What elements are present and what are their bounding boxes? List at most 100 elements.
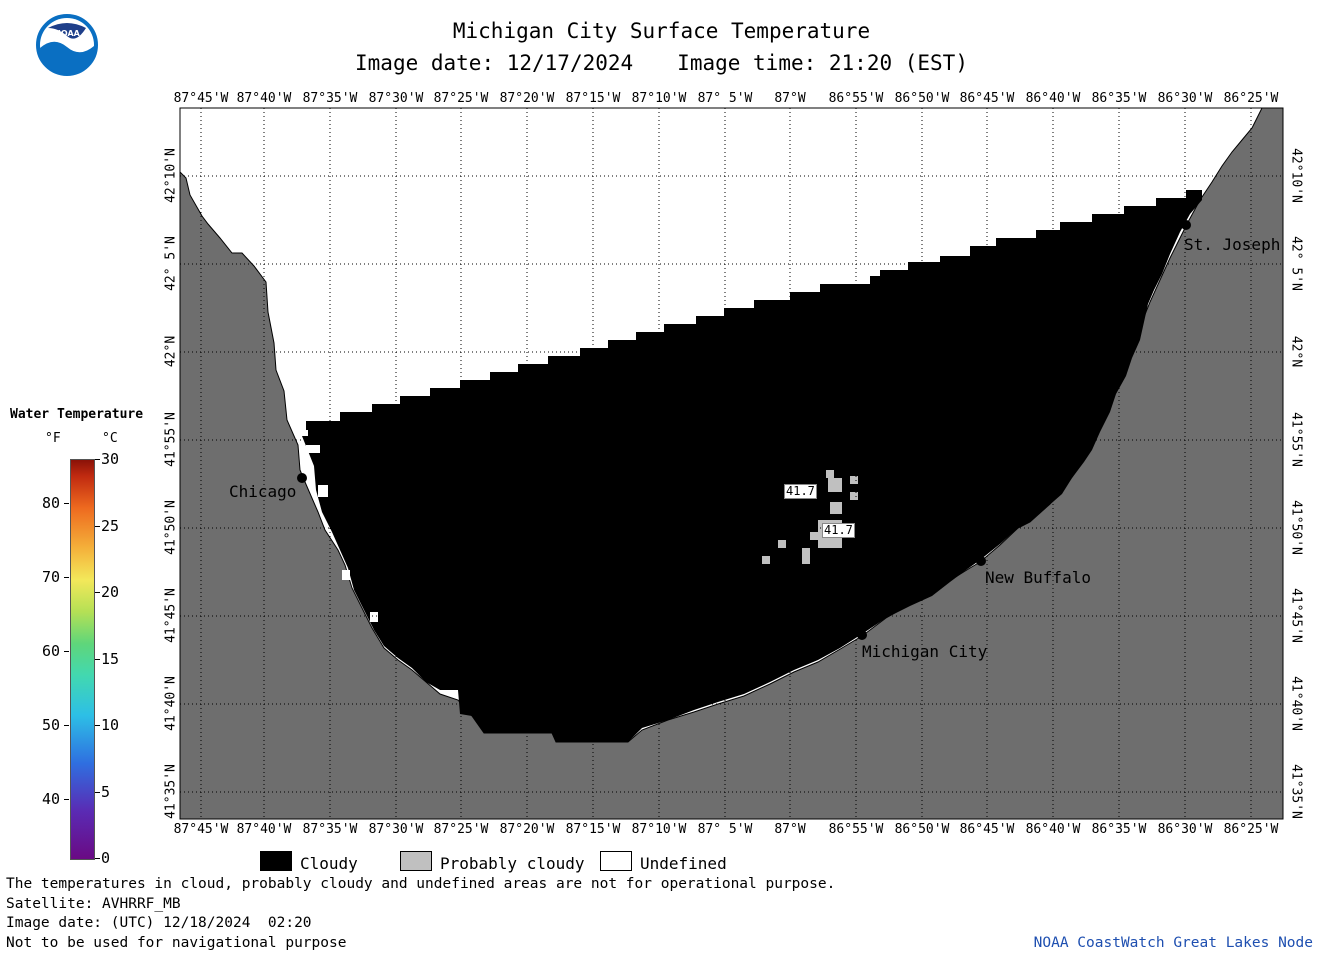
undefined-pixel — [306, 445, 320, 453]
logo-text: NOAA — [54, 29, 80, 38]
right-latitude-label: 41°45'N — [1288, 588, 1304, 643]
left-latitude-label: 42°N — [163, 335, 179, 368]
right-latitude-label: 41°50'N — [1288, 500, 1304, 555]
image-date: Image date: 12/17/2024 — [355, 51, 634, 75]
bottom-longitude-label: 87°W — [774, 822, 806, 837]
bottom-longitude-label: 86°50'W — [894, 822, 950, 837]
credit-text: NOAA CoastWatch Great Lakes Node — [1033, 935, 1313, 951]
chicago-marker — [297, 473, 307, 483]
bottom-longitude-label: 87°30'W — [368, 822, 424, 837]
top-longitude-label: 87°10'W — [631, 91, 687, 106]
celsius-tick-mark — [95, 525, 100, 527]
bottom-longitude-label: 86°30'W — [1157, 822, 1213, 837]
celsius-tick-label: 20 — [101, 583, 120, 601]
celsius-tick-label: 10 — [101, 716, 120, 734]
temperature-label: 41.7 — [822, 523, 855, 538]
bottom-longitude-label: 87°20'W — [499, 822, 555, 837]
top-longitude-label: 86°30'W — [1157, 91, 1213, 106]
st-joseph-marker — [1181, 220, 1191, 230]
top-longitude-label: 86°40'W — [1025, 91, 1081, 106]
top-longitude-label: 86°35'W — [1091, 91, 1147, 106]
noaa-logo: NOAA — [36, 14, 98, 76]
right-latitude-label: 42° 5'N — [1288, 236, 1304, 291]
left-latitude-label: 42° 5'N — [163, 236, 179, 291]
celsius-tick-mark — [95, 658, 100, 660]
fahrenheit-tick-mark — [64, 503, 69, 505]
bottom-longitude-label: 87°10'W — [631, 822, 687, 837]
undefined-pixel — [370, 612, 378, 622]
bottom-longitude-label: 87°45'W — [173, 822, 229, 837]
city-label-chicago: Chicago — [229, 482, 297, 501]
legend-title: Water Temperature — [10, 407, 144, 422]
left-latitude-label: 41°45'N — [163, 588, 179, 643]
satellite-text: Satellite: AVHRRF_MB — [6, 896, 181, 912]
bottom-longitude-label: 87° 5'W — [697, 822, 753, 837]
city-label-st-joseph: St. Joseph — [1184, 235, 1281, 254]
right-latitude-label: 41°35'N — [1288, 764, 1304, 819]
cloudy-swatch — [260, 851, 292, 871]
left-latitude-label: 42°10'N — [163, 148, 179, 203]
undefined-pixel — [318, 485, 328, 497]
right-latitude-label: 42°10'N — [1288, 148, 1304, 203]
top-longitude-label: 87°30'W — [368, 91, 424, 106]
celsius-tick-mark — [95, 791, 100, 793]
fahrenheit-tick-mark — [64, 798, 69, 800]
top-longitude-label: 87°40'W — [236, 91, 292, 106]
bottom-longitude-label: 86°45'W — [959, 822, 1015, 837]
top-longitude-label: 87°15'W — [565, 91, 621, 106]
bottom-longitude-label: 86°55'W — [828, 822, 884, 837]
navigation-warning: Not to be used for navigational purpose — [6, 935, 347, 951]
bottom-longitude-label: 87°35'W — [302, 822, 358, 837]
celsius-tick-mark — [95, 858, 100, 859]
image-time: Image time: 21:20 (EST) — [677, 51, 968, 75]
fahrenheit-tick-mark — [64, 577, 69, 579]
undefined-swatch — [600, 851, 632, 871]
temperature-colorbar — [70, 459, 95, 860]
bottom-longitude-label: 86°25'W — [1223, 822, 1279, 837]
temperature-label: 41.7 — [784, 484, 817, 499]
probably-cloudy-label: Probably cloudy — [440, 854, 585, 873]
fahrenheit-tick-label: 80 — [41, 494, 60, 513]
fahrenheit-tick-mark — [64, 725, 69, 726]
top-longitude-label: 86°45'W — [959, 91, 1015, 106]
michigan-city-marker — [857, 630, 867, 640]
fahrenheit-tick-label: 50 — [41, 716, 60, 734]
top-longitude-label: 87° 5'W — [697, 91, 753, 106]
celsius-tick-label: 25 — [101, 516, 120, 535]
legend-unit-c: °C — [102, 431, 118, 446]
celsius-tick-label: 0 — [101, 849, 111, 867]
fahrenheit-tick-label: 40 — [41, 789, 60, 808]
left-latitude-label: 41°55'N — [163, 412, 179, 467]
bottom-longitude-label: 87°25'W — [433, 822, 489, 837]
top-longitude-label: 86°50'W — [894, 91, 950, 106]
left-latitude-label: 41°40'N — [163, 676, 179, 731]
undefined-pixel — [342, 570, 350, 580]
bottom-longitude-label: 87°15'W — [565, 822, 621, 837]
celsius-tick-label: 30 — [101, 450, 120, 468]
fahrenheit-tick-label: 70 — [41, 568, 60, 587]
utc-date-text: Image date: (UTC) 12/18/2024 02:20 — [6, 915, 312, 931]
right-latitude-label: 41°55'N — [1288, 412, 1304, 467]
undefined-label: Undefined — [640, 854, 727, 873]
fahrenheit-tick-label: 60 — [41, 642, 60, 661]
top-longitude-label: 87°35'W — [302, 91, 358, 106]
disclaimer-text: The temperatures in cloud, probably clou… — [6, 876, 836, 892]
legend-unit-f: °F — [45, 431, 61, 446]
land-south-west — [179, 107, 1284, 820]
top-longitude-label: 87°W — [774, 91, 806, 106]
celsius-tick-mark — [95, 725, 100, 726]
map-frame — [179, 107, 1284, 820]
bottom-longitude-label: 87°40'W — [236, 822, 292, 837]
top-longitude-label: 87°25'W — [433, 91, 489, 106]
left-latitude-label: 41°35'N — [163, 764, 179, 819]
bottom-longitude-label: 86°35'W — [1091, 822, 1147, 837]
celsius-tick-mark — [95, 459, 100, 460]
celsius-tick-label: 15 — [101, 649, 120, 668]
celsius-tick-mark — [95, 592, 100, 593]
city-label-new-buffalo: New Buffalo — [985, 568, 1091, 587]
top-longitude-label: 86°55'W — [828, 91, 884, 106]
city-label-michigan-city: Michigan City — [862, 642, 988, 661]
probably-cloudy-swatch — [400, 851, 432, 871]
right-latitude-label: 42°N — [1288, 335, 1304, 368]
